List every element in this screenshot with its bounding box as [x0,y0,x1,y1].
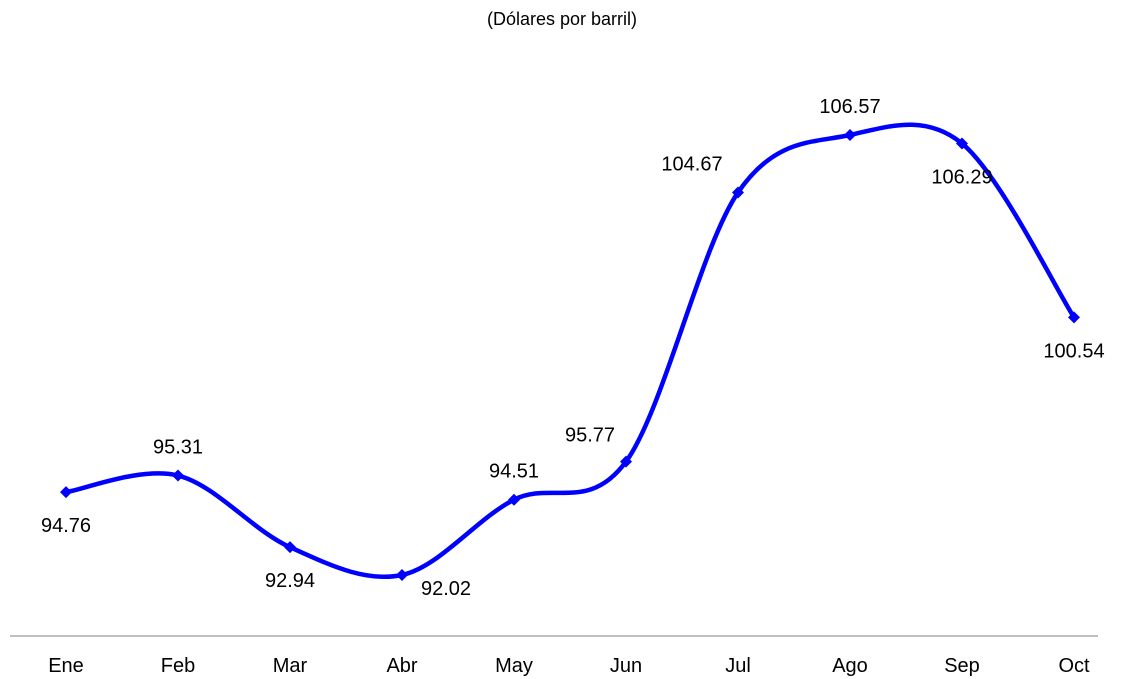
data-value-label: 100.54 [1043,340,1104,362]
data-point-marker [956,137,968,150]
data-value-label: 94.51 [489,461,539,483]
x-tick-label: Feb [161,655,195,677]
data-point-marker [172,469,184,482]
x-tick-label: May [495,655,533,677]
series-layer [60,122,1080,581]
data-point-marker [396,569,408,581]
x-tick-label: Ago [832,655,868,677]
data-value-label: 104.67 [661,153,722,175]
data-point-marker [508,493,520,506]
x-tick-label: Oct [1058,655,1090,677]
data-value-label: 106.57 [819,96,880,118]
data-value-label: 92.94 [265,570,315,592]
data-value-label: 95.77 [565,425,615,447]
data-point-marker [732,186,744,199]
x-tick-label: Jun [610,655,642,677]
data-point-marker [60,486,72,499]
data-point-marker [844,129,856,141]
data-value-label: 94.76 [41,515,91,537]
x-tick-label: Mar [273,655,308,677]
data-point-marker [1068,311,1080,324]
chart-subtitle: (Dólares por barril) [487,9,637,29]
data-value-label: 106.29 [931,166,992,188]
data-point-marker [284,541,296,554]
data-value-label: 92.02 [421,578,471,600]
x-tick-label: Abr [386,655,417,677]
data-value-label: 95.31 [153,437,203,459]
x-tick-label: Ene [48,655,84,677]
series-line [63,122,1077,580]
x-tick-label: Sep [944,655,980,677]
x-tick-label: Jul [725,655,751,677]
data-point-marker [620,455,632,468]
data-labels: 94.76 95.31 92.94 92.02 94.51 95.77 104.67 106.… [41,96,1105,600]
x-axis-ticks: Ene Feb Mar Abr May Jun Jul Ago Sep Oct [48,655,1090,677]
